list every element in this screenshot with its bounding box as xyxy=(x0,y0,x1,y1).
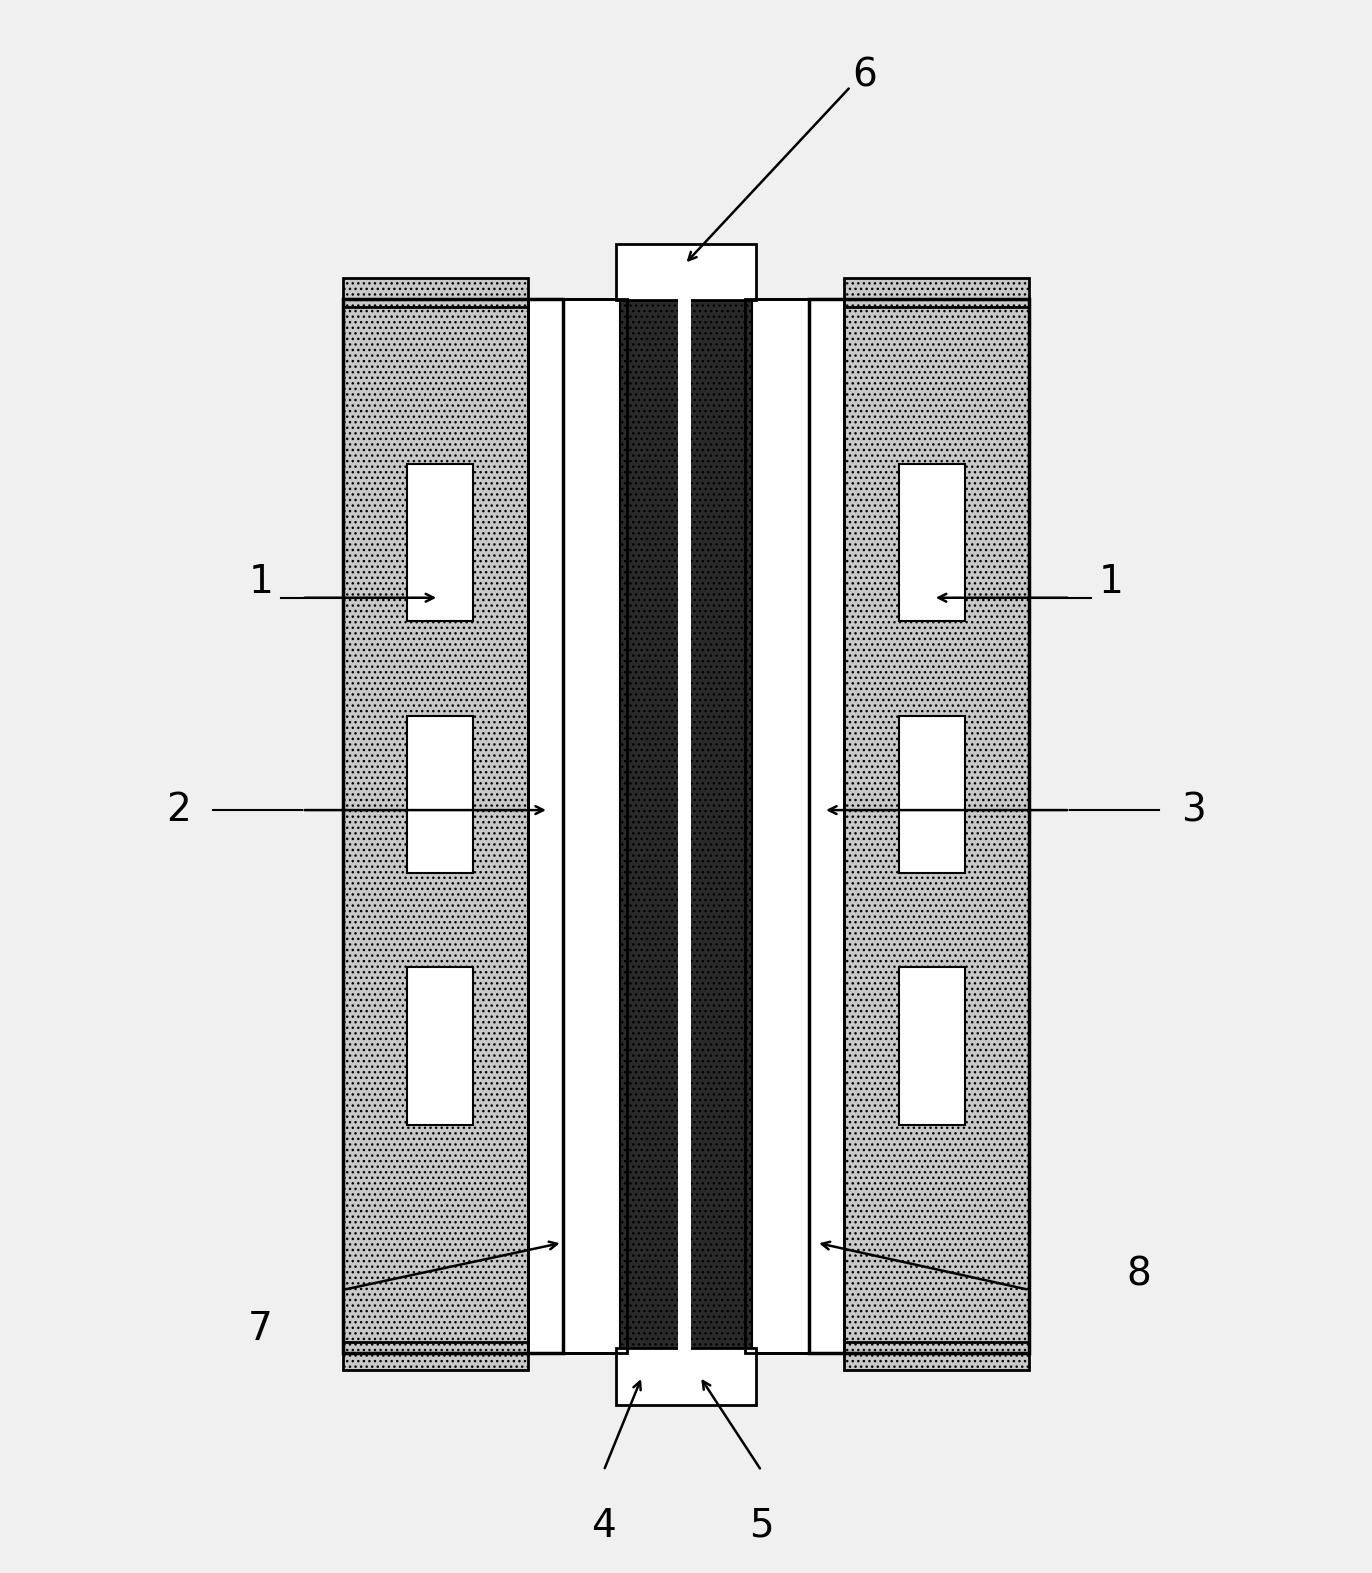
Bar xyxy=(809,299,1029,1353)
Text: 2: 2 xyxy=(166,791,191,829)
Text: 3: 3 xyxy=(1181,791,1206,829)
Text: 1: 1 xyxy=(248,563,273,601)
Bar xyxy=(528,299,627,1353)
Text: 6: 6 xyxy=(852,57,877,94)
Text: 7: 7 xyxy=(248,1310,273,1348)
Bar xyxy=(844,1342,1029,1370)
Text: 1: 1 xyxy=(1099,563,1124,601)
Bar xyxy=(343,1342,528,1370)
Bar xyxy=(620,299,686,1353)
Bar xyxy=(678,299,691,1353)
Bar xyxy=(899,716,965,873)
Bar xyxy=(616,244,756,300)
Bar xyxy=(745,299,844,1353)
Bar xyxy=(616,1348,756,1405)
Bar xyxy=(686,299,752,1353)
Text: 5: 5 xyxy=(749,1507,774,1545)
Bar xyxy=(407,464,473,621)
Bar xyxy=(528,299,627,1353)
Bar xyxy=(809,299,1029,1353)
Bar xyxy=(899,967,965,1125)
Bar xyxy=(407,716,473,873)
Bar xyxy=(343,299,563,1353)
Bar xyxy=(844,278,1029,307)
Text: 4: 4 xyxy=(591,1507,616,1545)
Bar xyxy=(343,278,528,307)
Bar xyxy=(899,464,965,621)
Bar xyxy=(745,299,844,1353)
Bar xyxy=(343,299,563,1353)
Text: 8: 8 xyxy=(1126,1255,1151,1293)
Bar xyxy=(407,967,473,1125)
